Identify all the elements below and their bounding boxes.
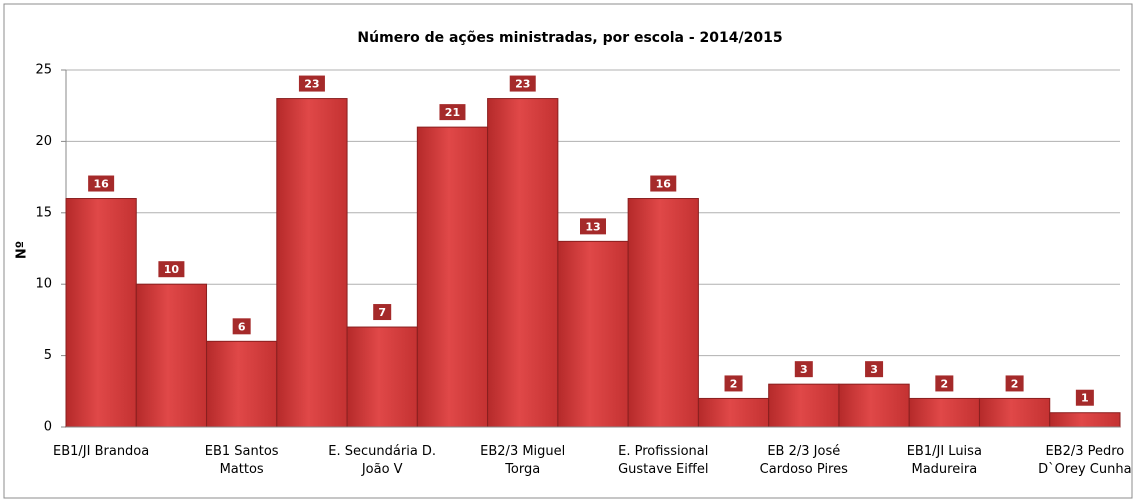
bar — [346, 326, 418, 428]
data-label: 23 — [304, 78, 319, 91]
y-axis-title: Nº — [15, 241, 30, 259]
bar — [627, 198, 699, 428]
data-label: 16 — [656, 178, 672, 191]
data-label: 21 — [445, 106, 460, 119]
data-label-bg — [373, 304, 392, 321]
data-label: 13 — [585, 220, 600, 233]
x-tick-label: EB1/JI Brandoa — [53, 444, 150, 459]
bar — [768, 383, 840, 428]
data-label: 10 — [164, 263, 180, 276]
data-label-bg — [865, 361, 884, 378]
bar — [557, 240, 629, 428]
x-tick-label: EB 2/3 José Cardoso Pires — [759, 444, 848, 477]
bar — [135, 283, 208, 428]
x-tick-label: EB1/JI Luisa Madureira — [906, 444, 982, 477]
x-tick-label: EB1 Santos Mattos — [204, 444, 279, 477]
data-label-bg — [158, 261, 185, 278]
bar — [697, 397, 770, 428]
x-tick-label: EB2/3 Pedro D`Orey Cunha — [1038, 444, 1132, 477]
data-label: 7 — [378, 306, 386, 319]
y-tick-label: 10 — [35, 277, 52, 292]
y-tick-label: 20 — [35, 134, 52, 149]
bar — [416, 126, 489, 428]
bar — [838, 383, 910, 428]
bar — [65, 198, 137, 428]
bar — [276, 98, 348, 428]
data-label-bg — [439, 104, 466, 121]
bar — [978, 397, 1051, 428]
data-label: 2 — [1011, 377, 1019, 390]
y-tick-label: 0 — [44, 420, 52, 435]
data-label: 16 — [93, 178, 109, 191]
x-tick-label: EB2/3 Miguel Torga — [480, 444, 566, 477]
y-tick-label: 25 — [35, 63, 52, 78]
data-label: 23 — [515, 78, 530, 91]
x-tick-label: E. Secundária D. João V — [328, 444, 437, 477]
data-label: 2 — [941, 377, 949, 390]
data-label-bg — [298, 75, 325, 92]
data-label-bg — [509, 75, 536, 92]
data-label: 3 — [870, 363, 878, 376]
bar — [206, 340, 278, 428]
data-label-bg — [935, 375, 954, 392]
y-tick-label: 15 — [35, 205, 52, 220]
data-label: 6 — [238, 320, 246, 333]
bar — [1049, 412, 1121, 428]
data-label: 3 — [800, 363, 808, 376]
bar — [487, 98, 559, 428]
chart-title: Número de ações ministradas, por escola … — [357, 30, 782, 46]
x-tick-label: E. Profissional Gustave Eiffel — [618, 444, 709, 477]
data-label-bg — [1005, 375, 1024, 392]
data-label-bg — [650, 175, 677, 192]
data-label-bg — [1075, 389, 1094, 406]
y-tick-label: 5 — [44, 348, 52, 363]
data-label-bg — [724, 375, 743, 392]
data-label-bg — [580, 218, 606, 235]
bar — [908, 397, 980, 428]
data-label-bg — [232, 318, 251, 335]
data-label: 2 — [730, 377, 738, 390]
data-label-bg — [794, 361, 813, 378]
data-label: 1 — [1081, 392, 1089, 405]
data-label-bg — [88, 175, 115, 192]
